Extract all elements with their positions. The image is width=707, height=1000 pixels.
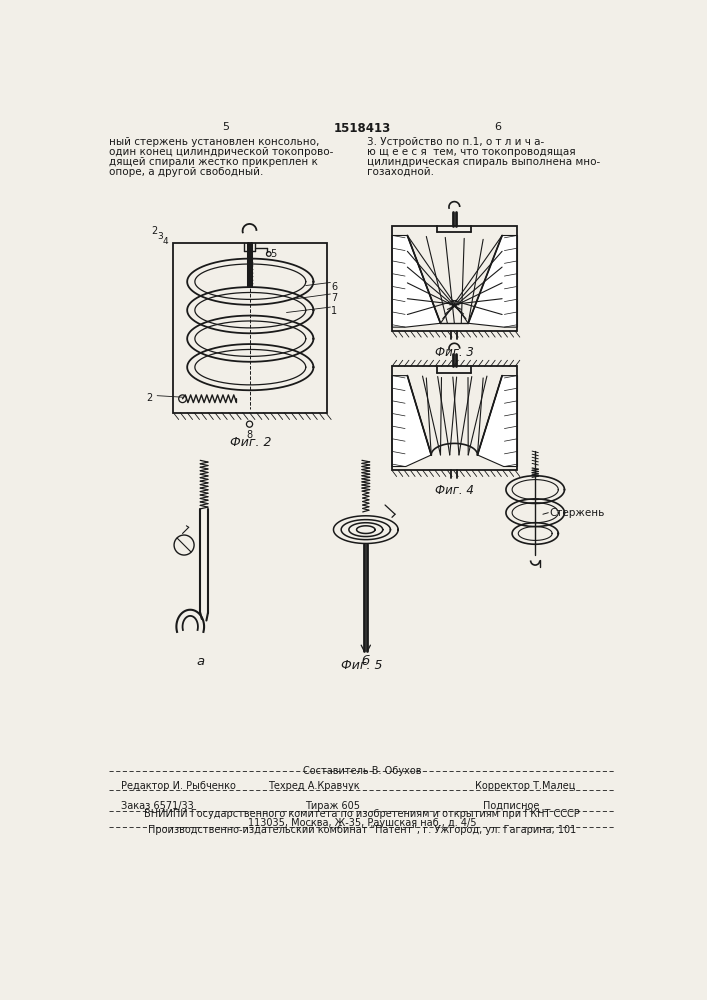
Text: 113035, Москва, Ж-35, Раушская наб., д. 4/5: 113035, Москва, Ж-35, Раушская наб., д. …	[247, 818, 477, 828]
Text: 6: 6	[331, 282, 337, 292]
Text: Фиг. 5: Фиг. 5	[341, 659, 382, 672]
Text: ный стержень установлен консольно,: ный стержень установлен консольно,	[110, 137, 320, 147]
Text: 5: 5	[270, 249, 276, 259]
Text: один конец цилиндрической токопрово-: один конец цилиндрической токопрово-	[110, 147, 334, 157]
Text: ю щ е е с я  тем, что токопроводящая: ю щ е е с я тем, что токопроводящая	[368, 147, 576, 157]
Text: Редактор И. Рыбченко: Редактор И. Рыбченко	[121, 781, 236, 791]
Text: Тираж 605: Тираж 605	[305, 801, 360, 811]
Text: 8: 8	[247, 430, 252, 440]
Text: а: а	[196, 655, 204, 668]
Text: опоре, а другой свободный.: опоре, а другой свободный.	[110, 167, 264, 177]
Text: цилиндрическая спираль выполнена мно-: цилиндрическая спираль выполнена мно-	[368, 157, 600, 167]
Text: Заказ 6571/33: Заказ 6571/33	[121, 801, 194, 811]
Text: 1518413: 1518413	[333, 122, 390, 135]
Polygon shape	[468, 235, 518, 327]
Text: Корректор Т.Малец: Корректор Т.Малец	[475, 781, 575, 791]
Text: Подписное: Подписное	[483, 801, 539, 811]
Text: Составитель В. Обухов: Составитель В. Обухов	[303, 766, 421, 776]
Text: 1: 1	[331, 306, 337, 316]
Text: Фиг. 2: Фиг. 2	[230, 436, 271, 449]
Text: Техред А.Кравчук: Техред А.Кравчук	[268, 781, 359, 791]
Text: 3. Устройство по п.1, о т л и ч а-: 3. Устройство по п.1, о т л и ч а-	[368, 137, 544, 147]
Text: 3: 3	[157, 232, 163, 241]
Text: Производственно-издательский комбинат "Патент", г. Ужгород, ул. Гагарина, 101: Производственно-издательский комбинат "П…	[148, 825, 576, 835]
Text: ВНИИПИ Государственного комитета по изобретениям и открытиям при ГКНТ СССР: ВНИИПИ Государственного комитета по изоб…	[144, 809, 580, 819]
Text: гозаходной.: гозаходной.	[368, 167, 434, 177]
Text: 5: 5	[222, 122, 229, 132]
Text: Фиг. 4: Фиг. 4	[435, 484, 474, 497]
Text: б: б	[362, 655, 370, 668]
Text: 7: 7	[331, 293, 337, 303]
Text: 6: 6	[495, 122, 502, 132]
Polygon shape	[477, 376, 518, 466]
Text: 4: 4	[163, 237, 168, 246]
Text: Стержень: Стержень	[549, 508, 604, 518]
Text: 2: 2	[146, 393, 153, 403]
Text: 2: 2	[152, 226, 158, 236]
Polygon shape	[392, 235, 440, 327]
Polygon shape	[392, 376, 431, 466]
Text: дящей спирали жестко прикреплен к: дящей спирали жестко прикреплен к	[110, 157, 318, 167]
Text: Фиг. 3: Фиг. 3	[435, 346, 474, 359]
